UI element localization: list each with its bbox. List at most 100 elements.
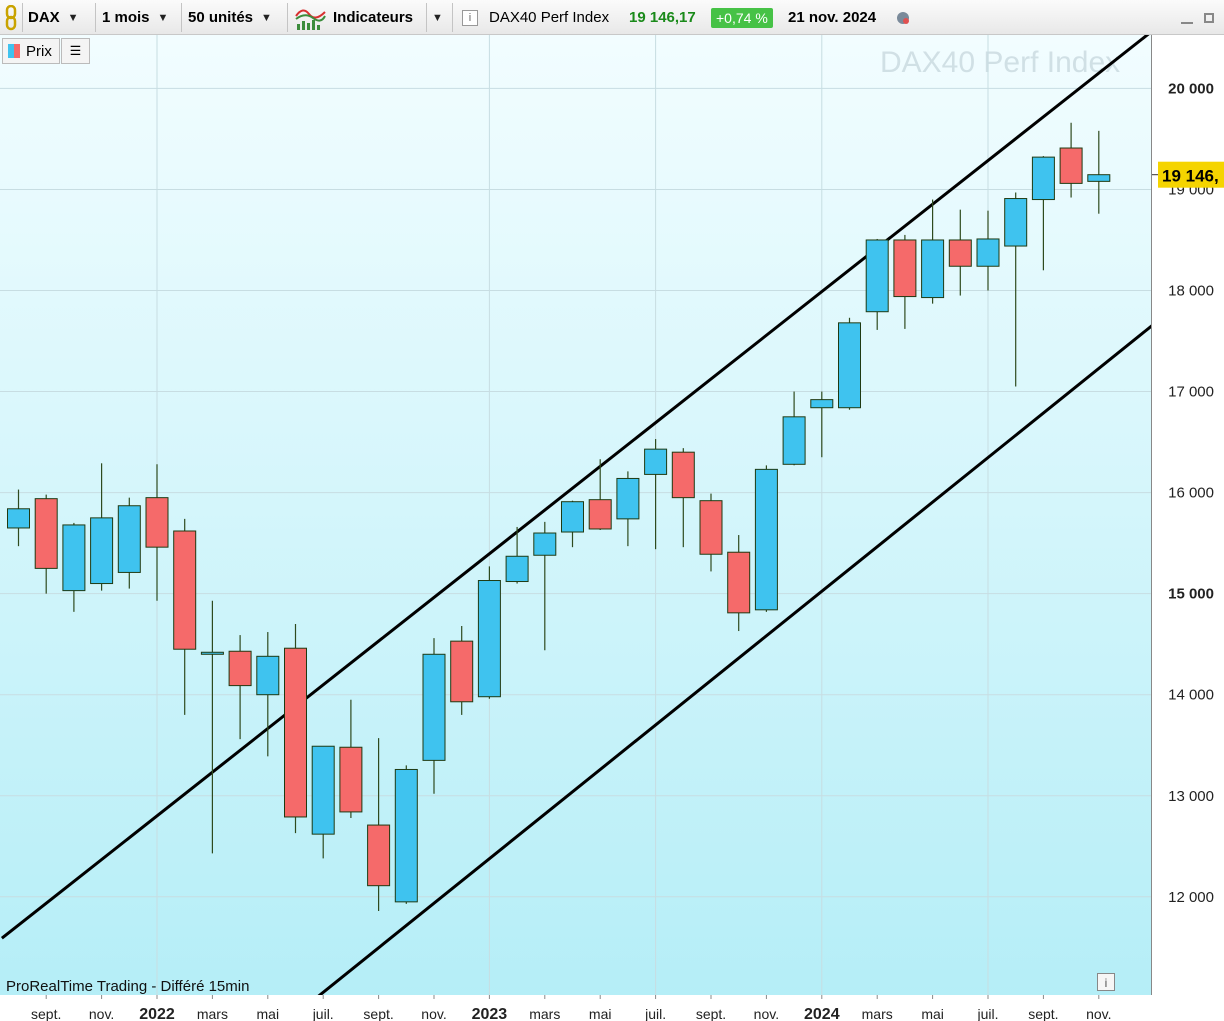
period-label: 1 mois xyxy=(102,9,150,26)
price-axis[interactable] xyxy=(1152,35,1224,995)
maximize-button[interactable] xyxy=(1200,0,1218,35)
x-tick-label: 2023 xyxy=(472,1006,508,1021)
current-price-label: 19 146, xyxy=(1162,167,1219,186)
x-tick-label: mars xyxy=(529,1006,560,1021)
period-selector[interactable]: 1 mois ▼ xyxy=(102,0,180,35)
y-tick-label: 17 000 xyxy=(1168,384,1214,401)
y-tick-label: 13 000 xyxy=(1168,788,1214,805)
y-tick-label: 20 000 xyxy=(1168,80,1214,97)
units-selector[interactable]: 50 unités ▼ xyxy=(188,0,283,35)
candle-body xyxy=(505,555,529,583)
indicators-button[interactable]: Indicateurs xyxy=(295,0,425,35)
symbol-selector[interactable]: DAX ▼ xyxy=(28,0,94,35)
info-icon[interactable]: i xyxy=(1097,973,1115,991)
candle-body xyxy=(256,655,280,696)
candle-body xyxy=(62,524,86,592)
candle xyxy=(450,625,474,715)
candle-body xyxy=(671,451,695,499)
channel-line-upper xyxy=(0,35,1150,940)
candle-body xyxy=(228,650,252,687)
candle-body xyxy=(339,746,363,813)
x-tick-label: mai xyxy=(257,1006,280,1021)
candle-body xyxy=(477,580,501,698)
candle xyxy=(561,500,584,548)
candle-body xyxy=(1087,174,1111,182)
candle xyxy=(727,535,751,632)
candle-body xyxy=(754,468,778,611)
candle xyxy=(1059,122,1083,198)
candle xyxy=(62,522,86,612)
change-badge-wrap: +0,74 % xyxy=(711,0,783,35)
candle-body xyxy=(450,640,474,703)
link-icon[interactable] xyxy=(0,0,22,35)
chevron-down-icon: ▼ xyxy=(157,11,169,24)
candle xyxy=(284,623,307,834)
candle-body xyxy=(976,238,1000,267)
candle-body xyxy=(1004,198,1028,247)
candle xyxy=(117,497,141,589)
x-tick-label: mars xyxy=(197,1006,228,1021)
candle-body xyxy=(838,322,861,409)
candle xyxy=(505,526,529,584)
candle-body xyxy=(173,530,197,650)
candle xyxy=(865,238,889,330)
candle-body xyxy=(782,416,806,465)
chart-watermark: DAX40 Perf Index xyxy=(880,46,1121,79)
candle xyxy=(422,638,446,794)
x-tick-label: 2024 xyxy=(804,1006,840,1021)
chevron-down-icon: ▼ xyxy=(67,11,79,24)
info-icon[interactable]: i xyxy=(462,0,482,35)
data-source-label: ProRealTime Trading - Différé 15min xyxy=(6,978,250,995)
candle xyxy=(173,518,197,715)
candle xyxy=(588,459,612,530)
candle-body xyxy=(422,653,446,761)
candle xyxy=(948,209,972,296)
candle xyxy=(1031,156,1055,271)
price-legend-label: Prix xyxy=(26,42,52,60)
candle xyxy=(145,464,169,601)
symbol-label: DAX xyxy=(28,9,60,26)
x-tick-label: nov. xyxy=(1086,1006,1111,1021)
candle-body xyxy=(727,551,751,614)
minimize-button[interactable] xyxy=(1178,0,1196,35)
indicators-label: Indicateurs xyxy=(333,9,414,26)
candle-body xyxy=(117,505,141,573)
candle xyxy=(671,448,695,548)
candle xyxy=(810,391,834,458)
candle xyxy=(200,600,224,854)
price-legend-button[interactable]: Prix xyxy=(2,38,60,64)
date-label: 21 nov. 2024 xyxy=(788,9,877,26)
candle xyxy=(34,494,58,594)
candle xyxy=(754,465,778,612)
candle xyxy=(1004,192,1028,387)
x-tick-label: nov. xyxy=(421,1006,446,1021)
candle-body xyxy=(588,499,612,530)
chevron-down-icon: ▼ xyxy=(261,11,272,24)
y-tick-label: 12 000 xyxy=(1168,889,1214,906)
list-icon[interactable]: ☰ xyxy=(61,38,90,64)
current-price-tag xyxy=(1158,161,1224,188)
candle xyxy=(533,521,557,651)
candle-body xyxy=(284,647,307,818)
candle-body xyxy=(893,239,917,298)
change-badge: +0,74 % xyxy=(711,7,773,28)
channel-line-lower xyxy=(317,324,1151,995)
time-axis[interactable] xyxy=(0,995,1224,1021)
candle-body xyxy=(616,477,640,520)
indicators-dropdown[interactable]: ▼ xyxy=(432,0,452,35)
candle-body xyxy=(7,508,30,529)
last-price: 19 146,17 xyxy=(629,9,696,26)
x-tick-label: nov. xyxy=(89,1006,114,1021)
y-tick-label: 15 000 xyxy=(1168,586,1214,603)
candle-color-icon-red xyxy=(14,44,20,58)
candle-body xyxy=(810,399,834,409)
candle-body xyxy=(90,517,114,585)
x-tick-label: sept. xyxy=(363,1006,393,1021)
y-tick-label: 14 000 xyxy=(1168,687,1214,704)
candle-body xyxy=(367,824,391,887)
chevron-down-icon: ▼ xyxy=(432,11,443,24)
x-tick-label: 2022 xyxy=(139,1006,175,1021)
candle-body xyxy=(34,498,58,569)
x-tick-label: sept. xyxy=(1028,1006,1058,1021)
